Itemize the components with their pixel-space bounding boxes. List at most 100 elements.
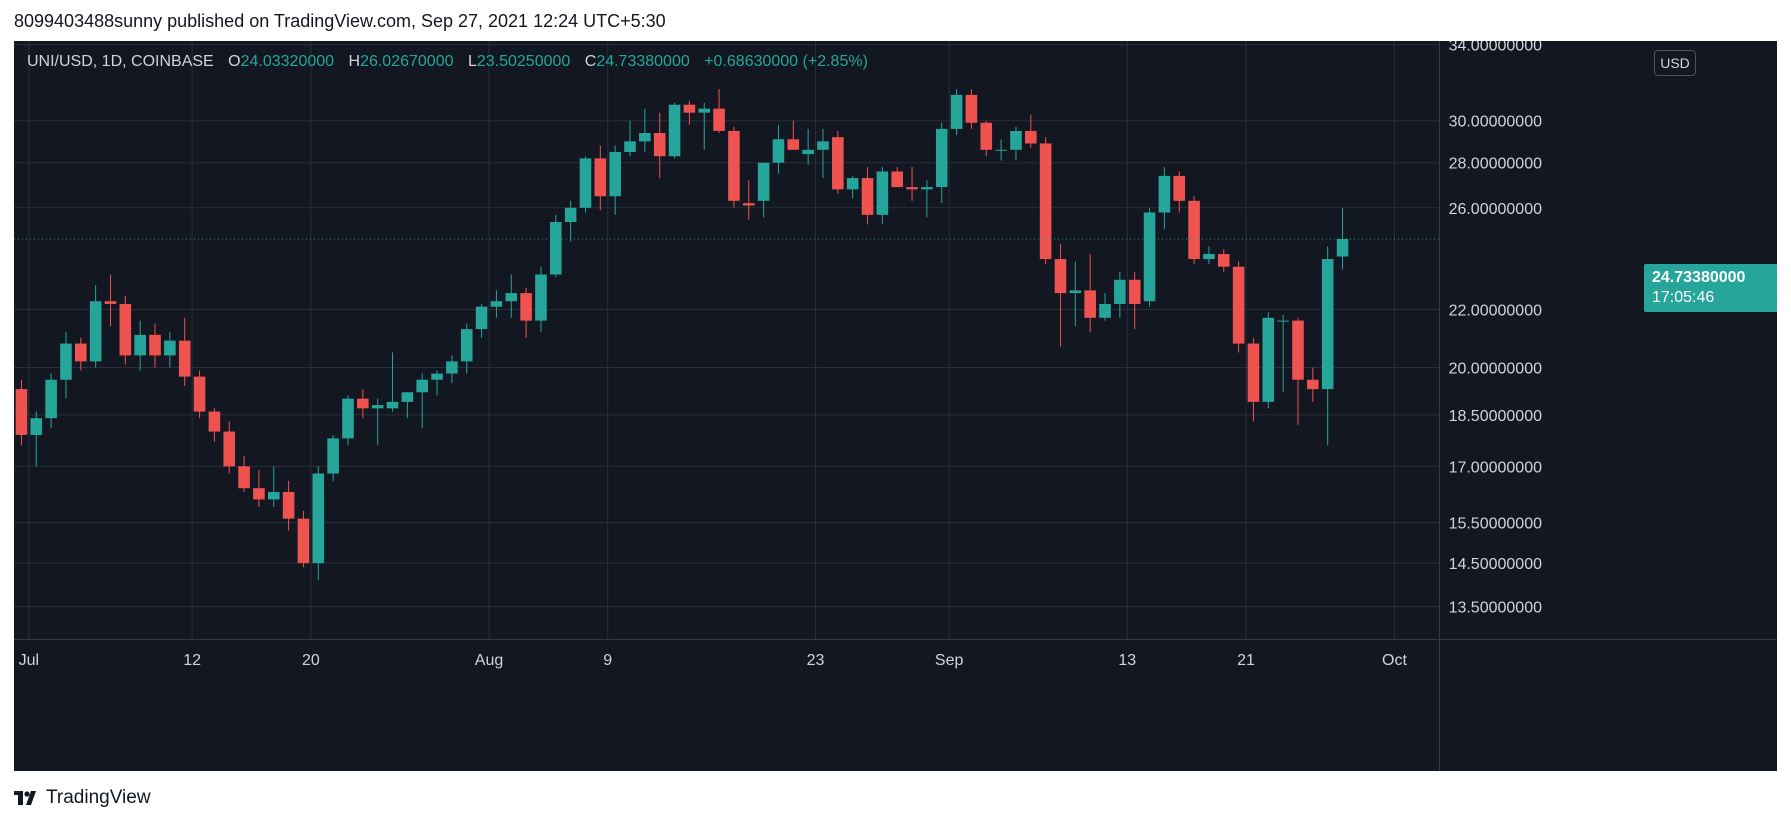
date-tick-label: Aug — [475, 652, 503, 669]
price-tick-label: 17.00000000 — [1449, 459, 1543, 476]
price-tick-label: 15.50000000 — [1449, 516, 1543, 533]
change-value: +0.68630000 (+2.85%) — [704, 53, 868, 70]
candle-body — [1069, 290, 1082, 294]
ohlc-legend: UNI/USD, 1D, COINBASE O24.03320000 H26.0… — [27, 53, 868, 71]
candle-body — [950, 94, 963, 129]
last-price-value: 24.73380000 — [1652, 269, 1746, 286]
candle-body — [817, 141, 829, 150]
candle-body — [668, 104, 681, 157]
candle-body — [1054, 259, 1067, 294]
symbol-label[interactable]: UNI/USD, 1D, COINBASE — [27, 53, 214, 70]
candle-body — [371, 405, 384, 409]
candle-body — [935, 128, 948, 188]
price-tick-label: 26.00000000 — [1449, 201, 1543, 218]
candle-body — [846, 178, 859, 190]
candle-body — [653, 133, 666, 157]
low-value: 23.50250000 — [476, 53, 571, 70]
candle-body — [683, 104, 696, 113]
candle-body — [1307, 379, 1319, 390]
low-label: L — [467, 53, 477, 70]
candle-body — [357, 398, 369, 409]
open-label: O — [228, 53, 241, 70]
price-tick-label: 20.00000000 — [1449, 360, 1543, 377]
candle-body — [208, 411, 221, 432]
chart-panel[interactable]: 34.00000000 30.00000000 28.00000000 26.0000… — [14, 41, 1777, 771]
candle-body — [1173, 175, 1186, 201]
candle-body — [490, 301, 503, 307]
price-tick-label: 13.50000000 — [1449, 600, 1543, 617]
candle-body — [475, 306, 488, 330]
candle-body — [1277, 320, 1289, 322]
candle-body — [1262, 317, 1275, 402]
candle-body — [431, 373, 443, 380]
candle-body — [980, 122, 993, 150]
candle-body — [460, 329, 473, 362]
candle-body — [1039, 143, 1052, 260]
candle-body — [253, 488, 265, 500]
candle-body — [223, 431, 236, 467]
candle-body — [1143, 212, 1156, 302]
candle-body — [728, 130, 740, 201]
candle-body — [624, 141, 636, 152]
date-tick-label: 12 — [183, 652, 201, 669]
candle-body — [1247, 343, 1260, 402]
high-value: 26.02670000 — [360, 53, 454, 70]
high-label: H — [348, 53, 361, 70]
candle-body — [698, 108, 711, 113]
candle-body — [1158, 175, 1171, 213]
candle-body — [401, 392, 414, 402]
candle-body — [89, 301, 102, 362]
bar-countdown: 17:05:46 — [1652, 289, 1715, 306]
date-tick-label: 20 — [302, 652, 320, 669]
candle-body — [713, 108, 725, 131]
candle-body — [1025, 130, 1037, 144]
candle-body — [149, 334, 161, 356]
price-tick-label: 18.50000000 — [1449, 408, 1543, 425]
candle-body — [1321, 259, 1334, 390]
tradingview-wordmark: TradingView — [46, 787, 151, 808]
candle-body — [832, 137, 844, 190]
candle-body — [238, 466, 250, 489]
candle-body — [267, 491, 280, 500]
candle-body — [505, 293, 518, 302]
candle-body — [1114, 279, 1126, 304]
close-label: C — [584, 53, 597, 70]
candle-body — [520, 293, 532, 321]
candle-body — [297, 518, 310, 564]
candle-body — [965, 94, 978, 123]
candle-body — [178, 340, 191, 377]
candle-body — [1084, 290, 1096, 318]
candle-body — [193, 376, 206, 412]
date-tick-label: 23 — [807, 652, 825, 669]
candle-body — [550, 222, 562, 275]
candle-body — [312, 473, 325, 564]
last-price-label: 24.73380000 17:05:46 — [1644, 264, 1777, 312]
candle-body — [579, 158, 592, 208]
candle-body — [1336, 239, 1349, 257]
candle-body — [876, 171, 889, 215]
tradingview-logo-icon — [14, 791, 36, 805]
candle-body — [1292, 320, 1304, 380]
date-tick-label: Sep — [935, 652, 964, 669]
candle-body — [787, 139, 800, 150]
candle-body — [1232, 266, 1245, 344]
candle-body — [1188, 200, 1200, 260]
candle-body — [906, 187, 918, 190]
candle-body — [757, 162, 770, 201]
date-tick-label: Oct — [1382, 652, 1407, 669]
candle-body — [446, 361, 458, 374]
currency-button[interactable]: USD — [1654, 50, 1696, 76]
open-value: 24.03320000 — [240, 53, 335, 70]
candle-body — [995, 149, 1007, 151]
candle-body — [1203, 253, 1215, 260]
date-tick-label: Jul — [19, 652, 39, 669]
candle-body — [594, 158, 607, 197]
candle-body — [891, 171, 903, 188]
candle-body — [164, 340, 176, 356]
tradingview-brand[interactable]: TradingView — [14, 786, 151, 810]
candle-body — [134, 334, 146, 356]
candle-body — [639, 133, 651, 142]
published-by-line: 8099403488sunny published on TradingView… — [14, 11, 666, 31]
candlestick-chart[interactable]: 34.00000000 30.00000000 28.00000000 26.0000… — [14, 41, 1777, 771]
price-tick-label: 14.50000000 — [1449, 556, 1543, 573]
